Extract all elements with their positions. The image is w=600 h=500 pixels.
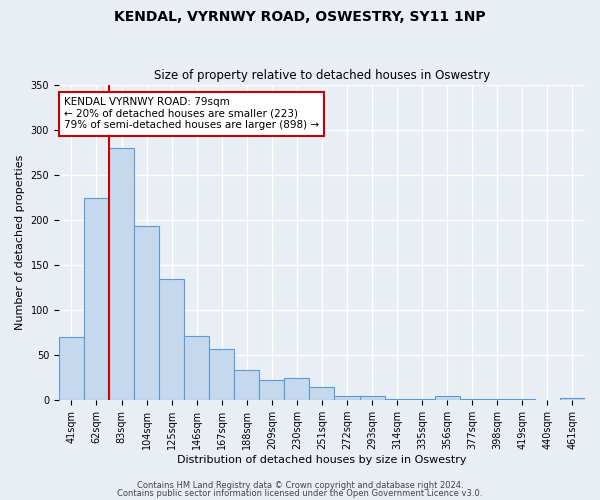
Y-axis label: Number of detached properties: Number of detached properties: [15, 154, 25, 330]
Bar: [159, 280, 184, 400]
Bar: [259, 380, 284, 400]
Bar: [359, 396, 385, 400]
X-axis label: Distribution of detached houses by size in Oswestry: Distribution of detached houses by size …: [177, 455, 467, 465]
Bar: [59, 337, 84, 400]
Bar: [84, 198, 109, 400]
Bar: [109, 148, 134, 400]
Bar: [284, 378, 310, 400]
Text: Contains HM Land Registry data © Crown copyright and database right 2024.: Contains HM Land Registry data © Crown c…: [137, 481, 463, 490]
Bar: [234, 370, 259, 400]
Bar: [560, 398, 585, 400]
Bar: [310, 386, 334, 400]
Text: Contains public sector information licensed under the Open Government Licence v3: Contains public sector information licen…: [118, 488, 482, 498]
Text: KENDAL VYRNWY ROAD: 79sqm
← 20% of detached houses are smaller (223)
79% of semi: KENDAL VYRNWY ROAD: 79sqm ← 20% of detac…: [64, 97, 319, 130]
Bar: [434, 396, 460, 400]
Bar: [209, 349, 234, 400]
Text: KENDAL, VYRNWY ROAD, OSWESTRY, SY11 1NP: KENDAL, VYRNWY ROAD, OSWESTRY, SY11 1NP: [114, 10, 486, 24]
Bar: [184, 336, 209, 400]
Bar: [134, 226, 159, 400]
Bar: [334, 396, 359, 400]
Title: Size of property relative to detached houses in Oswestry: Size of property relative to detached ho…: [154, 69, 490, 82]
